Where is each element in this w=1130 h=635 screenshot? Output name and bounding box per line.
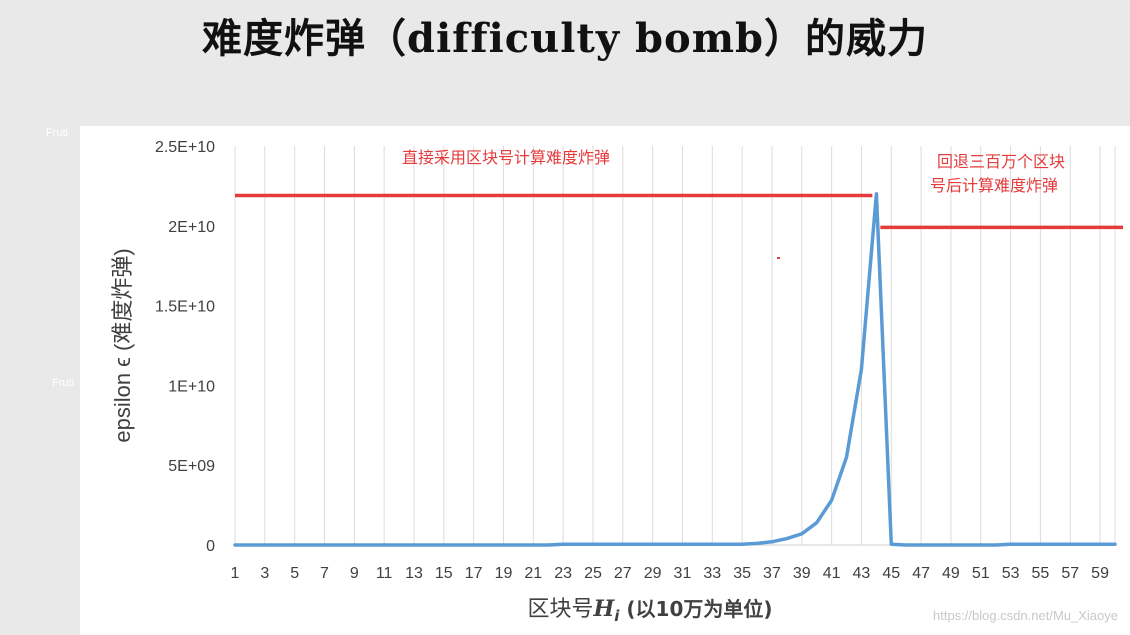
y-tick-label: 2.5E+10 — [155, 139, 215, 156]
x-tick-label: 1 — [231, 565, 240, 582]
x-tick-label: 9 — [350, 565, 359, 582]
x-tick-label: 7 — [320, 565, 329, 582]
x-tick-label: 53 — [1002, 565, 1020, 582]
x-tick-label: 45 — [882, 565, 900, 582]
y-tick-label: 2E+10 — [168, 219, 215, 236]
stray-dot — [777, 257, 780, 259]
x-tick-label: 25 — [584, 565, 602, 582]
x-tick-label: 31 — [674, 565, 692, 582]
x-tick-label: 11 — [376, 565, 393, 582]
y-axis-label: epsilon ϵ (难度炸弹) — [110, 248, 135, 442]
x-tick-label: 21 — [524, 565, 542, 582]
x-tick-label: 23 — [554, 565, 572, 582]
x-tick-label: 5 — [290, 565, 299, 582]
x-tick-label: 47 — [912, 565, 930, 582]
x-tick-label: 41 — [823, 565, 841, 582]
y-tick-label: 1.5E+10 — [155, 299, 215, 316]
chart-panel: 0 5E+09 1E+10 1.5E+10 2E+10 2.5E+10 1 3 5 7 9 11 13 1… — [80, 126, 1130, 635]
x-tick-label: 3 — [260, 565, 269, 582]
x-tick-label: 33 — [703, 565, 721, 582]
reference-label-direct: 直接采用区块号计算难度炸弹 — [402, 148, 610, 167]
ghost-text-1: Fruti — [46, 127, 68, 139]
x-tick-label: 59 — [1091, 565, 1109, 582]
x-tick-label: 17 — [465, 565, 483, 582]
watermark: https://blog.csdn.net/Mu_Xiaoye — [932, 608, 1118, 623]
x-axis-label: 区块号Hi (以10万为单位) — [527, 596, 772, 625]
x-tick-label: 27 — [614, 565, 632, 582]
x-tick-label: 37 — [763, 565, 781, 582]
x-tick-label: 49 — [942, 565, 960, 582]
series-line — [233, 192, 1117, 547]
y-tick-label: 1E+10 — [168, 378, 215, 395]
ghost-text-2: Fruti — [52, 377, 74, 389]
y-tick-label: 0 — [206, 538, 215, 555]
x-tick-label: 55 — [1032, 565, 1050, 582]
x-tick-label: 39 — [793, 565, 811, 582]
x-tick-label: 13 — [405, 565, 423, 582]
x-tick-label: 19 — [495, 565, 513, 582]
x-tick-label: 43 — [853, 565, 871, 582]
reference-label-rollback-line2: 号后计算难度炸弹 — [930, 176, 1058, 195]
x-tick-label: 51 — [972, 565, 990, 582]
x-tick-label: 57 — [1061, 565, 1079, 582]
reference-label-rollback-line1: 回退三百万个区块 — [937, 152, 1065, 171]
y-tick-label: 5E+09 — [168, 458, 215, 475]
x-tick-label: 35 — [733, 565, 751, 582]
x-tick-label: 15 — [435, 565, 453, 582]
page-title: 难度炸弹（difficulty bomb）的威力 — [202, 15, 928, 62]
x-tick-label: 29 — [644, 565, 662, 582]
